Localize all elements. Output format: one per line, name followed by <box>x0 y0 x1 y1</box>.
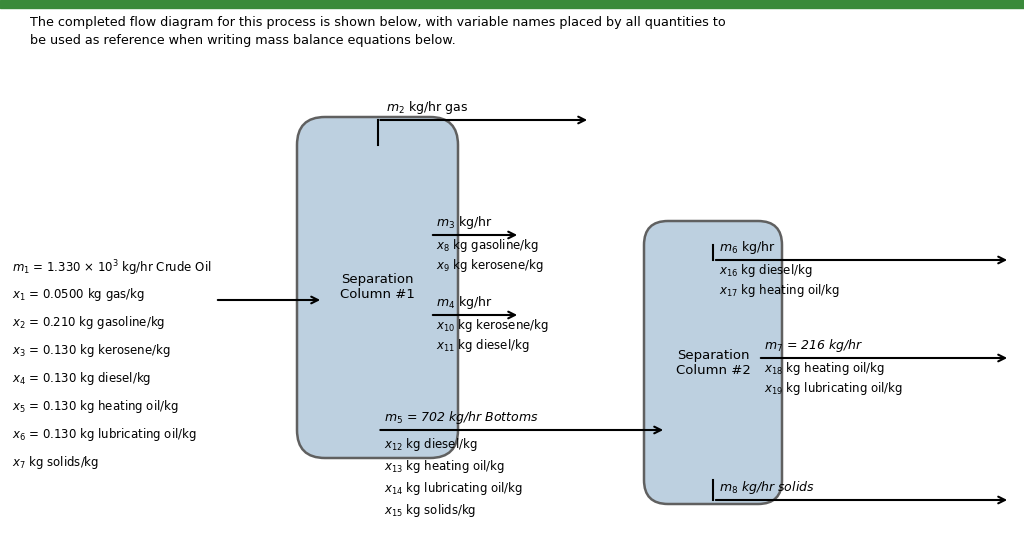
Text: $x_{17}$ kg heating oil/kg: $x_{17}$ kg heating oil/kg <box>719 282 840 299</box>
Text: $x_6$ = 0.130 kg lubricating oil/kg: $x_6$ = 0.130 kg lubricating oil/kg <box>12 426 197 443</box>
Text: $x_5$ = 0.130 kg heating oil/kg: $x_5$ = 0.130 kg heating oil/kg <box>12 398 179 415</box>
FancyBboxPatch shape <box>644 221 782 504</box>
Text: $x_{16}$ kg diesel/kg: $x_{16}$ kg diesel/kg <box>719 262 812 279</box>
Text: $x_{19}$ kg lubricating oil/kg: $x_{19}$ kg lubricating oil/kg <box>764 380 903 397</box>
Text: $x_{14}$ kg lubricating oil/kg: $x_{14}$ kg lubricating oil/kg <box>384 480 522 497</box>
Text: $x_{13}$ kg heating oil/kg: $x_{13}$ kg heating oil/kg <box>384 458 505 475</box>
Text: $x_8$ kg gasoline/kg: $x_8$ kg gasoline/kg <box>436 237 539 254</box>
Text: $m_2$ kg/hr gas: $m_2$ kg/hr gas <box>385 99 468 116</box>
Text: $x_7$ kg solids/kg: $x_7$ kg solids/kg <box>12 454 99 471</box>
Text: $x_1$ = 0.0500 kg gas/kg: $x_1$ = 0.0500 kg gas/kg <box>12 286 145 303</box>
Text: $x_{15}$ kg solids/kg: $x_{15}$ kg solids/kg <box>384 502 476 519</box>
Text: $x_3$ = 0.130 kg kerosene/kg: $x_3$ = 0.130 kg kerosene/kg <box>12 342 171 359</box>
Text: $x_2$ = 0.210 kg gasoline/kg: $x_2$ = 0.210 kg gasoline/kg <box>12 314 165 331</box>
Text: $m_7$ = 216 kg/hr: $m_7$ = 216 kg/hr <box>764 337 863 354</box>
Bar <box>0 0 1024 8</box>
Text: Separation
Column #2: Separation Column #2 <box>676 348 751 376</box>
Text: Separation
Column #1: Separation Column #1 <box>340 273 415 301</box>
Text: $x_{12}$ kg diesel/kg: $x_{12}$ kg diesel/kg <box>384 436 477 453</box>
Text: $x_{10}$ kg kerosene/kg: $x_{10}$ kg kerosene/kg <box>436 317 549 334</box>
Text: $m_4$ kg/hr: $m_4$ kg/hr <box>436 294 493 311</box>
Text: $m_3$ kg/hr: $m_3$ kg/hr <box>436 214 493 231</box>
Text: The completed flow diagram for this process is shown below, with variable names : The completed flow diagram for this proc… <box>30 16 726 47</box>
Text: $m_1$ = 1.330 × 10$^3$ kg/hr Crude Oil: $m_1$ = 1.330 × 10$^3$ kg/hr Crude Oil <box>12 258 212 278</box>
Text: $m_5$ = 702 kg/hr Bottoms: $m_5$ = 702 kg/hr Bottoms <box>384 409 539 426</box>
FancyBboxPatch shape <box>297 117 458 458</box>
Text: $x_4$ = 0.130 kg diesel/kg: $x_4$ = 0.130 kg diesel/kg <box>12 370 152 387</box>
Text: $m_8$ kg/hr solids: $m_8$ kg/hr solids <box>719 479 815 496</box>
Text: $m_6$ kg/hr: $m_6$ kg/hr <box>719 239 775 256</box>
Text: $x_9$ kg kerosene/kg: $x_9$ kg kerosene/kg <box>436 257 544 274</box>
Text: $x_{18}$ kg heating oil/kg: $x_{18}$ kg heating oil/kg <box>764 360 885 377</box>
Text: $x_{11}$ kg diesel/kg: $x_{11}$ kg diesel/kg <box>436 337 529 354</box>
